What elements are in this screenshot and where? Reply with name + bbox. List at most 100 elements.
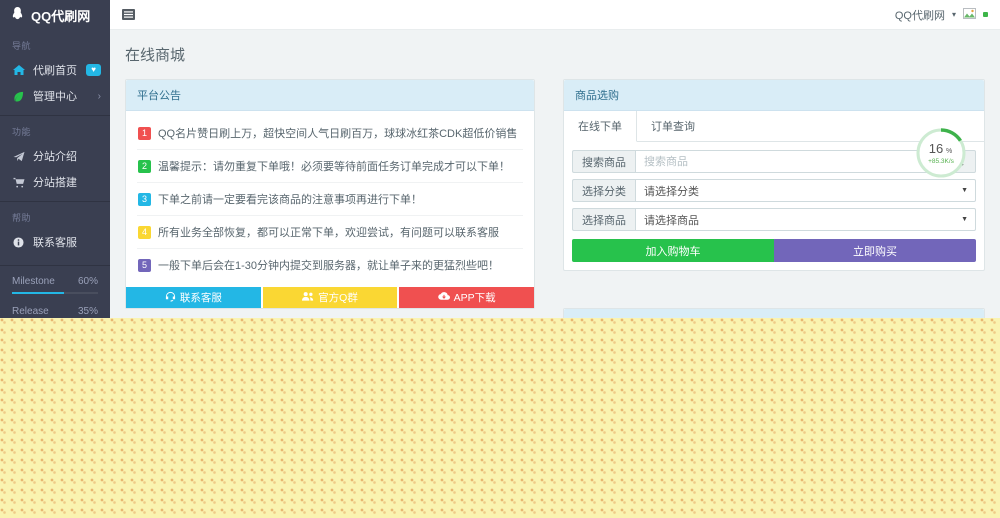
button-label: 官方Q群 <box>318 292 358 304</box>
num-badge: 2 <box>138 159 151 173</box>
users-icon <box>302 291 314 304</box>
sidebar-item-label: 管理中心 <box>33 91 77 103</box>
leaf-icon <box>12 91 25 102</box>
contact-support-button[interactable]: 联系客服 <box>126 287 261 308</box>
category-select-group: 选择分类 请选择分类 ▼ <box>572 179 976 202</box>
announcement-text: 所有业务全部恢复，都可以正常下单，欢迎尝试，有问题可以联系客服 <box>158 227 499 239</box>
nav-section-label: 功能 <box>12 127 32 137</box>
pattern-overlay-area <box>0 318 1000 518</box>
search-product-input[interactable] <box>635 150 942 173</box>
shop-body: 搜索商品 选择分类 请选择分类 <box>564 142 984 270</box>
tab-order-query[interactable]: 订单查询 <box>651 121 695 133</box>
progress-value-release: 35% <box>77 306 98 317</box>
tab-online-order[interactable]: 在线下单 <box>564 111 637 142</box>
status-dot-icon <box>983 12 988 17</box>
category-select-value: 请选择分类 <box>644 185 699 198</box>
widget-speed-svg: +85.3K/s <box>928 158 955 165</box>
sidebar: QQ代刷网 导航 代刷首页 ♥ 管理中心 › 功能 <box>0 0 110 318</box>
announcement-panel: 平台公告 1 QQ名片赞日刷上万，超快空间人气日刷百万，球球冰红茶CDK超低价销… <box>125 79 535 309</box>
num-badge: 4 <box>138 225 151 239</box>
main-content: 在线商城 平台公告 1 QQ名片赞日刷上万，超快空间人气日刷百万，球球冰红茶CD… <box>110 30 1000 318</box>
sidebar-item-substation-build[interactable]: 分站搭建 <box>0 169 110 195</box>
num-badge: 3 <box>138 192 151 206</box>
announcement-item: 4 所有业务全部恢复，都可以正常下单，欢迎尝试，有问题可以联系客服 <box>137 216 523 249</box>
nav-section-navigation: 导航 代刷首页 ♥ 管理中心 › <box>0 30 110 111</box>
page-title: 在线商城 <box>125 47 186 64</box>
progress-value-milestone: 60% <box>77 276 98 287</box>
search-product-group: 搜索商品 <box>572 150 976 173</box>
topbar: QQ代刷网 ▾ <box>110 0 1000 30</box>
sidebar-item-label: 联系客服 <box>33 237 77 249</box>
nav-section-features: 功能 分站介绍 分站搭建 <box>0 115 110 197</box>
paper-plane-icon <box>12 151 25 162</box>
announcement-panel-title: 平台公告 <box>126 80 534 111</box>
select-caret-icon: ▼ <box>961 216 968 223</box>
headset-icon <box>165 291 176 305</box>
announcement-item: 5 一般下单后会在1-30分钟内提交到服务器，就让单子来的更猛烈些吧！ <box>137 249 523 281</box>
heart-badge: ♥ <box>86 64 101 76</box>
category-label: 选择分类 <box>572 179 635 202</box>
announcement-text: QQ名片赞日刷上万，超快空间人气日刷百万，球球冰红茶CDK超低价销售 <box>158 128 518 140</box>
buy-now-button[interactable]: 立即购买 <box>774 239 976 262</box>
widget-unit-svg: % <box>946 148 952 155</box>
announcement-item: 3 下单之前请一定要看完该商品的注意事项再进行下单！ <box>137 183 523 216</box>
friend-links-title: 友情链接 <box>564 309 984 318</box>
broken-image-icon <box>963 7 976 22</box>
chevron-down-icon: ▾ <box>951 10 956 19</box>
home-icon <box>12 64 25 76</box>
nav-section-label: 导航 <box>12 41 32 51</box>
sidebar-item-contact-support[interactable]: 联系客服 <box>0 229 110 255</box>
shop-tabs: 在线下单 订单查询 <box>564 111 984 142</box>
announcement-item: 2 温馨提示：请勿重复下单哦！必须要等待前面任务订单完成才可以下单！ <box>137 150 523 183</box>
shop-action-buttons: 加入购物车 立即购买 <box>572 239 976 262</box>
announcement-text: 一般下单后会在1-30分钟内提交到服务器，就让单子来的更猛烈些吧！ <box>158 260 500 272</box>
announcement-text: 下单之前请一定要看完该商品的注意事项再进行下单！ <box>158 194 422 206</box>
nav-section-help: 帮助 联系客服 <box>0 201 110 257</box>
sidebar-item-home[interactable]: 代刷首页 ♥ <box>0 57 110 83</box>
nav-section-label: 帮助 <box>12 213 32 223</box>
shop-panel: 商品选购 在线下单 订单查询 搜索商品 <box>563 79 985 271</box>
progress-bar-milestone <box>12 292 98 294</box>
product-select-group: 选择商品 请选择商品 ▼ <box>572 208 976 231</box>
progress-label-milestone: Milestone <box>12 276 55 287</box>
cart-icon <box>12 177 25 188</box>
shop-panel-title: 商品选购 <box>564 80 984 111</box>
app-download-button[interactable]: APP下载 <box>399 287 535 308</box>
progress-label-release: Release <box>12 306 49 317</box>
user-menu-label: QQ代刷网 <box>894 9 945 22</box>
official-qq-group-button[interactable]: 官方Q群 <box>262 287 398 308</box>
sidebar-item-substation-intro[interactable]: 分站介绍 <box>0 143 110 169</box>
sidebar-item-label: 分站介绍 <box>33 151 77 163</box>
announcement-text: 温馨提示：请勿重复下单哦！必须要等待前面任务订单完成才可以下单！ <box>158 161 510 173</box>
num-badge: 1 <box>138 126 151 140</box>
search-product-label: 搜索商品 <box>572 150 635 173</box>
announcement-item: 1 QQ名片赞日刷上万，超快空间人气日刷百万，球球冰红茶CDK超低价销售 <box>137 117 523 150</box>
announcement-list: 1 QQ名片赞日刷上万，超快空间人气日刷百万，球球冰红茶CDK超低价销售 2 温… <box>126 111 534 281</box>
friend-links-panel: 友情链接 ★导航★ ★导航★ <box>563 308 985 318</box>
sidebar-item-label: 分站搭建 <box>33 177 77 189</box>
info-icon <box>12 236 25 248</box>
widget-percent-svg: 16 <box>929 141 943 156</box>
category-select[interactable]: 请选择分类 ▼ <box>635 179 976 202</box>
cloud-download-icon <box>437 291 450 304</box>
add-to-cart-button[interactable]: 加入购物车 <box>572 239 774 262</box>
qq-penguin-icon <box>10 6 25 24</box>
user-menu[interactable]: QQ代刷网 ▾ <box>895 7 988 23</box>
button-label: 联系客服 <box>179 292 222 304</box>
app-window: QQ代刷网 导航 代刷首页 ♥ 管理中心 › 功能 <box>0 0 1000 318</box>
sidebar-item-admin-center[interactable]: 管理中心 › <box>0 83 110 109</box>
brand-logo[interactable]: QQ代刷网 <box>0 0 110 30</box>
product-label: 选择商品 <box>572 208 635 231</box>
num-badge: 5 <box>138 258 151 272</box>
product-select-value: 请选择商品 <box>644 214 699 227</box>
product-select[interactable]: 请选择商品 ▼ <box>635 208 976 231</box>
sidebar-toggle-icon[interactable] <box>122 9 135 20</box>
sidebar-progress-block: Milestone 60% Release 35% <box>0 265 110 318</box>
announcement-buttons: 联系客服 官方Q群 APP下载 <box>126 287 535 308</box>
brand-title: QQ代刷网 <box>31 8 91 24</box>
speed-progress-widget[interactable]: 16 % +85.3K/s <box>914 126 968 180</box>
chevron-right-icon: › <box>97 90 101 102</box>
select-caret-icon: ▼ <box>961 187 968 194</box>
button-label: APP下载 <box>453 292 496 304</box>
sidebar-item-label: 代刷首页 <box>33 65 77 77</box>
